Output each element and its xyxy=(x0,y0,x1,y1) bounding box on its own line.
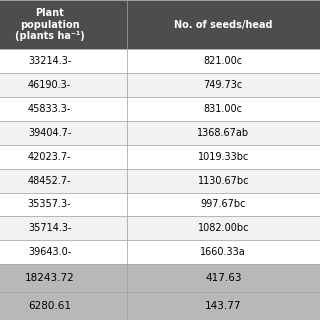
Bar xyxy=(127,97,320,121)
Text: 45833.3-: 45833.3- xyxy=(28,104,71,114)
Bar xyxy=(127,264,320,292)
Text: 33214.3-: 33214.3- xyxy=(28,56,71,66)
Bar xyxy=(0,169,127,193)
Text: 997.67bc: 997.67bc xyxy=(201,199,246,210)
Text: 143.77: 143.77 xyxy=(205,301,242,311)
Text: 749.73c: 749.73c xyxy=(204,80,243,90)
Bar xyxy=(0,145,127,169)
Text: 1130.67bc: 1130.67bc xyxy=(197,176,249,186)
Bar xyxy=(127,73,320,97)
Bar xyxy=(127,292,320,320)
Bar xyxy=(0,240,127,264)
Bar xyxy=(127,49,320,73)
Text: 35714.3-: 35714.3- xyxy=(28,223,71,233)
Text: No. of seeds/head: No. of seeds/head xyxy=(174,20,273,29)
Bar xyxy=(127,240,320,264)
Text: 39643.0-: 39643.0- xyxy=(28,247,71,257)
Text: 1082.00bc: 1082.00bc xyxy=(197,223,249,233)
Text: 821.00c: 821.00c xyxy=(204,56,243,66)
Text: 1660.33a: 1660.33a xyxy=(200,247,246,257)
Text: 18243.72: 18243.72 xyxy=(25,273,75,283)
Bar xyxy=(0,97,127,121)
Bar xyxy=(127,169,320,193)
Text: 6280.61: 6280.61 xyxy=(28,301,71,311)
Bar xyxy=(0,216,127,240)
Bar xyxy=(0,264,127,292)
Text: 48452.7-: 48452.7- xyxy=(28,176,71,186)
Bar xyxy=(0,193,127,216)
Bar xyxy=(127,216,320,240)
Bar xyxy=(127,145,320,169)
Text: 417.63: 417.63 xyxy=(205,273,242,283)
Text: Plant
population
(plants ha⁻¹): Plant population (plants ha⁻¹) xyxy=(15,8,84,41)
Bar xyxy=(0,73,127,97)
Text: 831.00c: 831.00c xyxy=(204,104,243,114)
Text: 1019.33bc: 1019.33bc xyxy=(197,152,249,162)
Bar xyxy=(127,121,320,145)
Text: 39404.7-: 39404.7- xyxy=(28,128,71,138)
Text: 42023.7-: 42023.7- xyxy=(28,152,71,162)
Bar xyxy=(0,121,127,145)
Text: 46190.3-: 46190.3- xyxy=(28,80,71,90)
Bar xyxy=(0,49,127,73)
Text: 35357.3-: 35357.3- xyxy=(28,199,71,210)
Bar xyxy=(0,0,127,49)
Bar xyxy=(127,193,320,216)
Bar xyxy=(0,292,127,320)
Bar xyxy=(127,0,320,49)
Text: 1368.67ab: 1368.67ab xyxy=(197,128,249,138)
